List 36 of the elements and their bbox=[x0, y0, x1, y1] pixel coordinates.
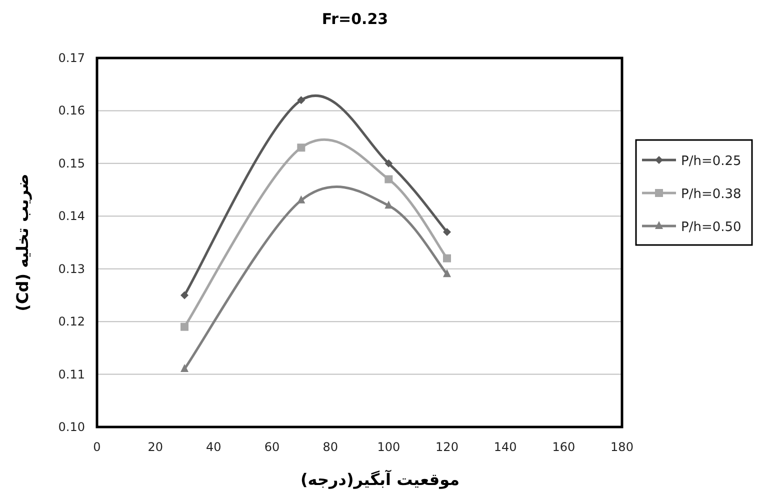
x-tick-label: 60 bbox=[264, 440, 280, 454]
x-tick-label: 120 bbox=[436, 440, 458, 454]
y-tick-label: 0.11 bbox=[58, 367, 85, 382]
y-tick-label: 0.17 bbox=[58, 51, 85, 65]
x-tick-label: 100 bbox=[377, 440, 400, 454]
x-tick-label: 180 bbox=[610, 440, 634, 454]
point bbox=[180, 322, 188, 331]
legend-label: P/h=0.50 bbox=[681, 220, 742, 235]
x-tick-label: 140 bbox=[494, 440, 517, 454]
y-tick-label: 0.14 bbox=[58, 209, 85, 224]
point bbox=[384, 159, 393, 168]
y-tick-label: 0.16 bbox=[58, 104, 85, 118]
point bbox=[180, 291, 188, 300]
y-tick-label: 0.13 bbox=[58, 262, 85, 276]
point bbox=[180, 364, 188, 372]
point bbox=[297, 144, 306, 152]
point bbox=[297, 96, 306, 104]
x-tick-label: 80 bbox=[322, 440, 338, 454]
x-tick-label: 160 bbox=[552, 440, 576, 454]
y-tick-label: 0.10 bbox=[58, 420, 85, 434]
point bbox=[443, 228, 451, 236]
x-tick-label: 40 bbox=[206, 440, 222, 454]
legend-label: P/h=0.25 bbox=[681, 154, 742, 169]
chart-title: Fr=0.23 bbox=[322, 10, 388, 28]
x-tick-label: 0 bbox=[93, 440, 101, 454]
point bbox=[443, 269, 451, 278]
point bbox=[297, 195, 306, 204]
y-axis-title: ضریب تخلیه (Cd) bbox=[13, 174, 32, 312]
point bbox=[384, 175, 393, 184]
x-axis-title: موقعیت آبگیر(درجه) bbox=[300, 469, 460, 489]
x-tick-label: 20 bbox=[148, 440, 163, 454]
point bbox=[384, 200, 393, 209]
point bbox=[443, 254, 451, 262]
legend-label: P/h=0.38 bbox=[681, 187, 742, 202]
y-tick-label: 0.12 bbox=[58, 314, 85, 329]
y-tick-label: 0.15 bbox=[58, 156, 85, 170]
